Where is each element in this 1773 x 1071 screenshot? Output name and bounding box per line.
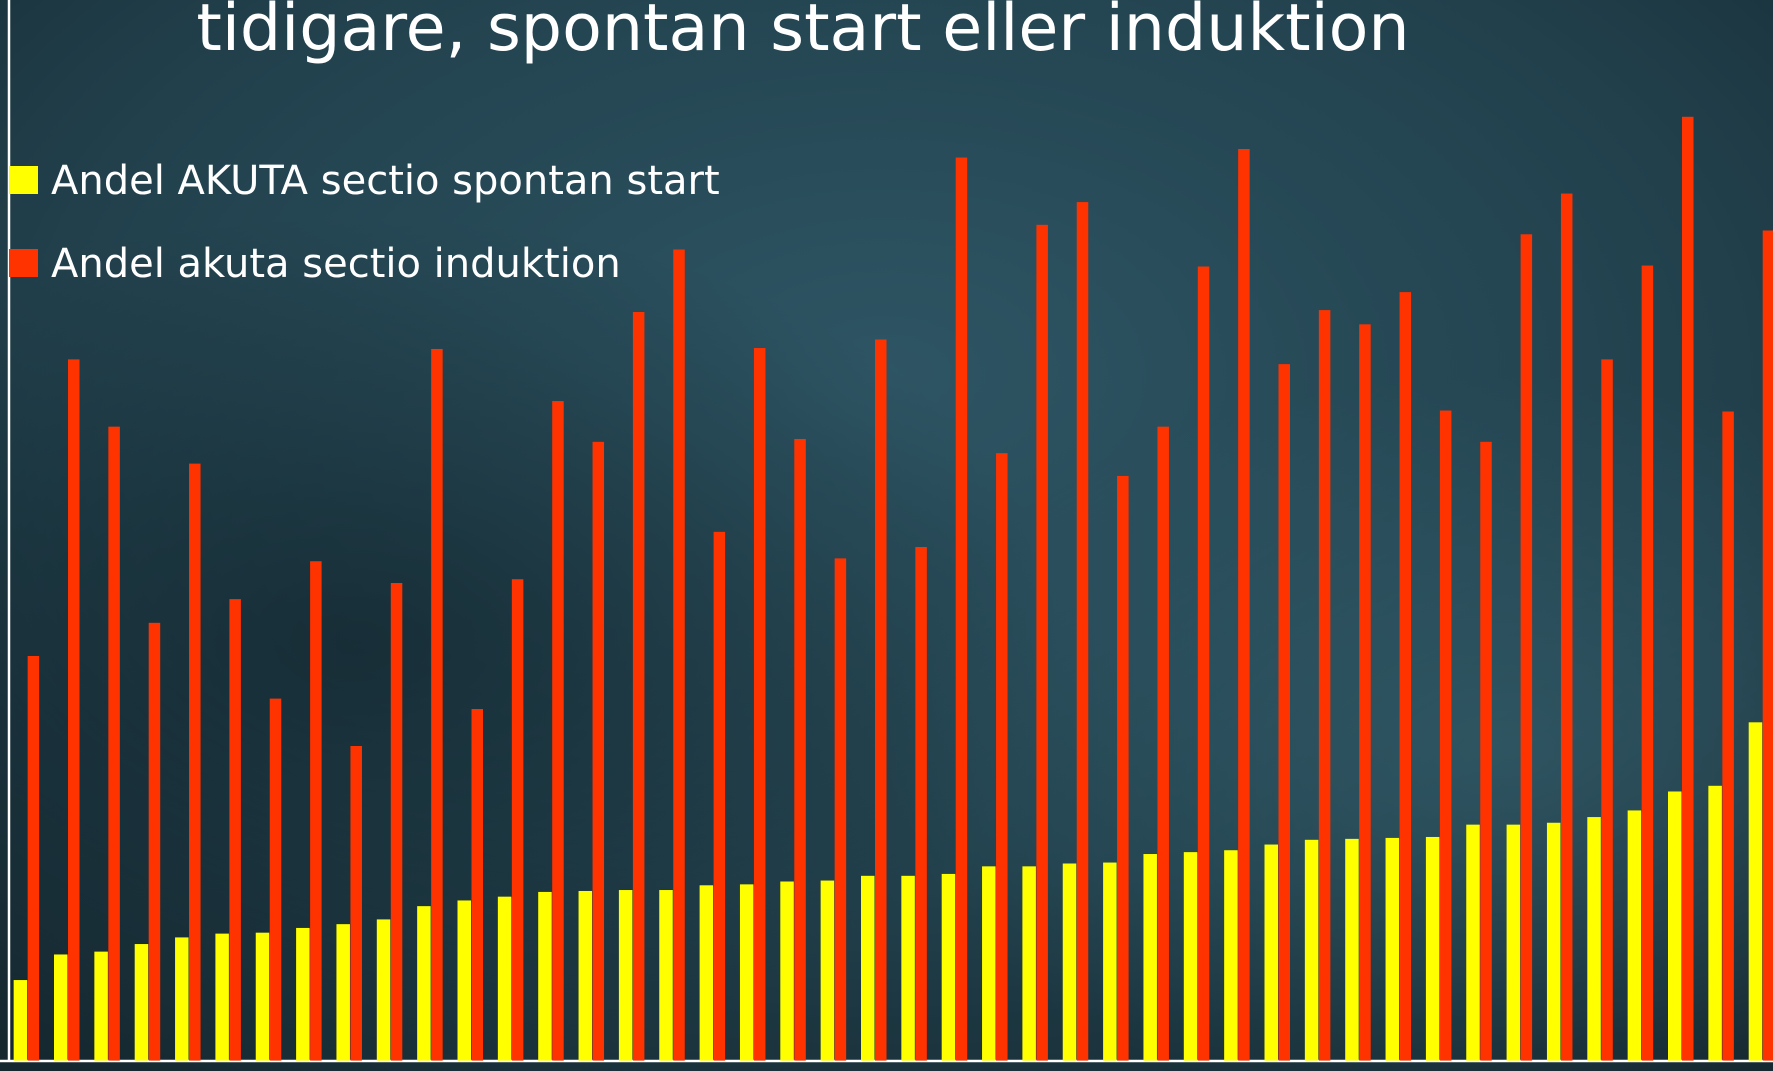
bar — [861, 875, 875, 1061]
bar — [1546, 822, 1561, 1061]
bar — [1682, 116, 1694, 1061]
legend-label: Andel AKUTA sectio spontan start — [51, 158, 720, 204]
bar — [1641, 265, 1654, 1061]
bar — [1762, 230, 1773, 1061]
bar — [1480, 441, 1492, 1061]
bar — [1062, 863, 1077, 1061]
bar — [269, 698, 282, 1061]
bar — [1601, 359, 1613, 1061]
bar — [189, 463, 201, 1061]
bar — [1117, 475, 1129, 1061]
bar — [1520, 234, 1533, 1061]
bar — [982, 866, 996, 1061]
bar — [1278, 364, 1290, 1061]
bar — [310, 561, 322, 1061]
bar — [336, 924, 350, 1061]
bar — [1076, 202, 1089, 1061]
bar — [1264, 844, 1278, 1061]
bar — [1506, 824, 1521, 1061]
bar — [1399, 292, 1412, 1061]
bar — [1627, 810, 1642, 1061]
legend-swatch — [9, 249, 38, 277]
bar — [350, 745, 362, 1061]
bar — [618, 890, 633, 1061]
bar — [13, 980, 28, 1061]
bar — [915, 547, 927, 1061]
bar — [834, 558, 847, 1061]
bar — [1668, 791, 1682, 1061]
bar — [941, 873, 956, 1061]
bar — [148, 622, 161, 1061]
bar — [27, 655, 40, 1061]
bar — [713, 531, 726, 1061]
bar — [1345, 838, 1359, 1061]
bar — [215, 933, 229, 1061]
bar — [457, 900, 471, 1061]
bar — [875, 339, 887, 1061]
bar — [1238, 149, 1250, 1061]
bar — [1708, 785, 1722, 1061]
bar — [901, 875, 915, 1061]
bar — [94, 951, 108, 1061]
bar — [497, 896, 512, 1061]
bar — [632, 311, 645, 1061]
bar — [578, 890, 593, 1061]
bar — [1022, 866, 1036, 1061]
bar — [1304, 839, 1319, 1061]
legend-swatch — [9, 166, 38, 194]
bar — [1359, 324, 1371, 1061]
bar — [1183, 852, 1198, 1061]
chart-title: tidigare, spontan start eller induktion — [196, 0, 1409, 66]
bar — [54, 954, 68, 1061]
bar — [376, 919, 391, 1061]
bar — [780, 881, 794, 1061]
bar — [538, 891, 552, 1061]
bar — [1425, 836, 1440, 1061]
bar — [1748, 722, 1763, 1061]
bar — [739, 884, 754, 1061]
bar — [820, 880, 835, 1061]
bar — [1224, 850, 1238, 1061]
legend: Andel AKUTA sectio spontan start Andel ak… — [9, 158, 720, 287]
bar — [229, 599, 241, 1061]
legend-label: Andel akuta sectio induktion — [51, 241, 621, 287]
bar — [134, 944, 149, 1061]
bar — [1143, 854, 1157, 1061]
bar — [1157, 426, 1169, 1061]
bar — [592, 441, 605, 1061]
bar — [955, 157, 968, 1061]
bar — [1385, 837, 1400, 1061]
bar — [1103, 862, 1117, 1061]
bar — [1466, 824, 1480, 1061]
bar — [1587, 817, 1601, 1061]
bar — [175, 937, 189, 1061]
bars — [13, 116, 1773, 1061]
bar — [552, 401, 564, 1061]
bar — [390, 583, 403, 1061]
bar — [1439, 410, 1452, 1061]
bar — [699, 885, 714, 1061]
bar — [794, 438, 806, 1061]
bar — [1036, 224, 1048, 1061]
bar — [431, 348, 443, 1061]
bar — [1722, 411, 1734, 1061]
bar — [68, 359, 80, 1061]
bar — [108, 426, 120, 1061]
bar — [673, 249, 685, 1061]
bar — [471, 709, 483, 1061]
bar — [255, 932, 270, 1061]
bar — [1197, 266, 1210, 1061]
bar — [1560, 193, 1573, 1061]
bar — [659, 890, 673, 1061]
bar — [753, 348, 766, 1061]
bar — [996, 453, 1008, 1061]
bar — [296, 927, 310, 1061]
bar — [417, 906, 431, 1061]
bar — [1318, 310, 1331, 1061]
bar — [511, 579, 524, 1061]
